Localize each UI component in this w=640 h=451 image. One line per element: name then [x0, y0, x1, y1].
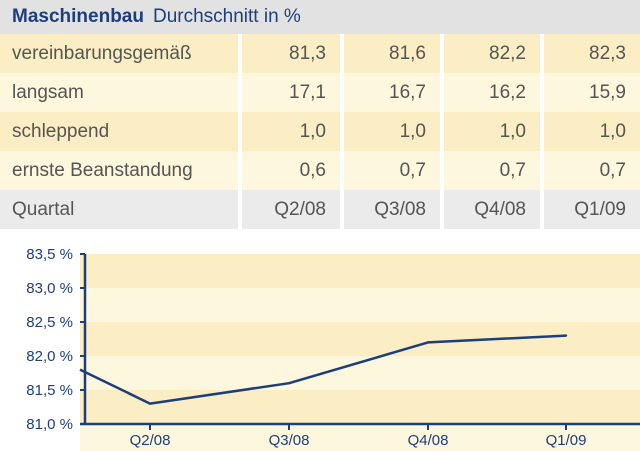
y-tick-label: 83,5 % — [26, 246, 73, 263]
x-tick-label: Q4/08 — [408, 432, 449, 449]
table-cell: 81,6 — [340, 34, 440, 73]
table-cell: 1,0 — [340, 112, 440, 151]
y-tick-label: 81,0 % — [26, 416, 73, 433]
table-cell: 15,9 — [540, 73, 640, 112]
y-tick-label: 82,5 % — [26, 314, 73, 331]
y-tick-label: 83,0 % — [26, 280, 73, 297]
section-gap — [0, 229, 640, 246]
row-label: langsam — [12, 81, 84, 103]
data-point — [148, 402, 152, 405]
background-band — [80, 424, 640, 451]
table-cell: 16,2 — [440, 73, 540, 112]
quarter-cell: Q3/08 — [340, 190, 440, 229]
data-table: vereinbarungsgemäß 81,3 81,6 82,2 82,3 l… — [0, 34, 640, 229]
table-cell: 82,3 — [540, 34, 640, 73]
table-cell: 0,7 — [440, 151, 540, 190]
chart-header: Maschinenbau Durchschnitt in % — [0, 0, 640, 34]
line-chart: 81,0 % 81,5 % 82,0 % 82,5 % 83,0 % 83,5 % Q2/0… — [26, 246, 640, 451]
data-point — [426, 341, 430, 344]
table-row: ernste Beanstandung 0,6 0,7 0,7 0,7 — [0, 151, 640, 190]
row-label: schleppend — [12, 120, 110, 142]
x-tick-label: Q1/09 — [546, 432, 587, 449]
table-row: schleppend 1,0 1,0 1,0 1,0 — [0, 112, 640, 151]
data-point — [287, 382, 291, 385]
table-cell: 1,0 — [540, 112, 640, 151]
data-point — [564, 334, 568, 337]
header-title: Maschinenbau — [12, 6, 144, 27]
background-band — [80, 254, 640, 288]
x-tick-label: Q3/08 — [269, 432, 310, 449]
table-cell: 82,2 — [440, 34, 540, 73]
x-tick-label: Q2/08 — [130, 432, 171, 449]
background-band — [80, 288, 640, 322]
row-label: ernste Beanstandung — [12, 159, 193, 181]
footer-label: Quartal — [12, 198, 75, 220]
table-footer-row: Quartal Q2/08 Q3/08 Q4/08 Q1/09 — [0, 190, 640, 229]
row-label: vereinbarungsgemäß — [12, 42, 192, 64]
table-row: vereinbarungsgemäß 81,3 81,6 82,2 82,3 — [0, 34, 640, 73]
table-row: langsam 17,1 16,7 16,2 15,9 — [0, 73, 640, 112]
table-cell: 17,1 — [238, 73, 340, 112]
quarter-cell: Q4/08 — [440, 190, 540, 229]
table-cell: 81,3 — [238, 34, 340, 73]
table-cell: 1,0 — [440, 112, 540, 151]
header-subtitle: Durchschnitt in % — [152, 6, 301, 27]
background-band — [80, 322, 640, 356]
y-tick-label: 81,5 % — [26, 382, 73, 399]
table-cell: 0,6 — [238, 151, 340, 190]
background-band — [80, 390, 640, 424]
quarter-cell: Q1/09 — [540, 190, 640, 229]
table-cell: 1,0 — [238, 112, 340, 151]
quarter-cell: Q2/08 — [238, 190, 340, 229]
table-cell: 0,7 — [340, 151, 440, 190]
table-cell: 0,7 — [540, 151, 640, 190]
y-tick-label: 82,0 % — [26, 348, 73, 365]
table-cell: 16,7 — [340, 73, 440, 112]
